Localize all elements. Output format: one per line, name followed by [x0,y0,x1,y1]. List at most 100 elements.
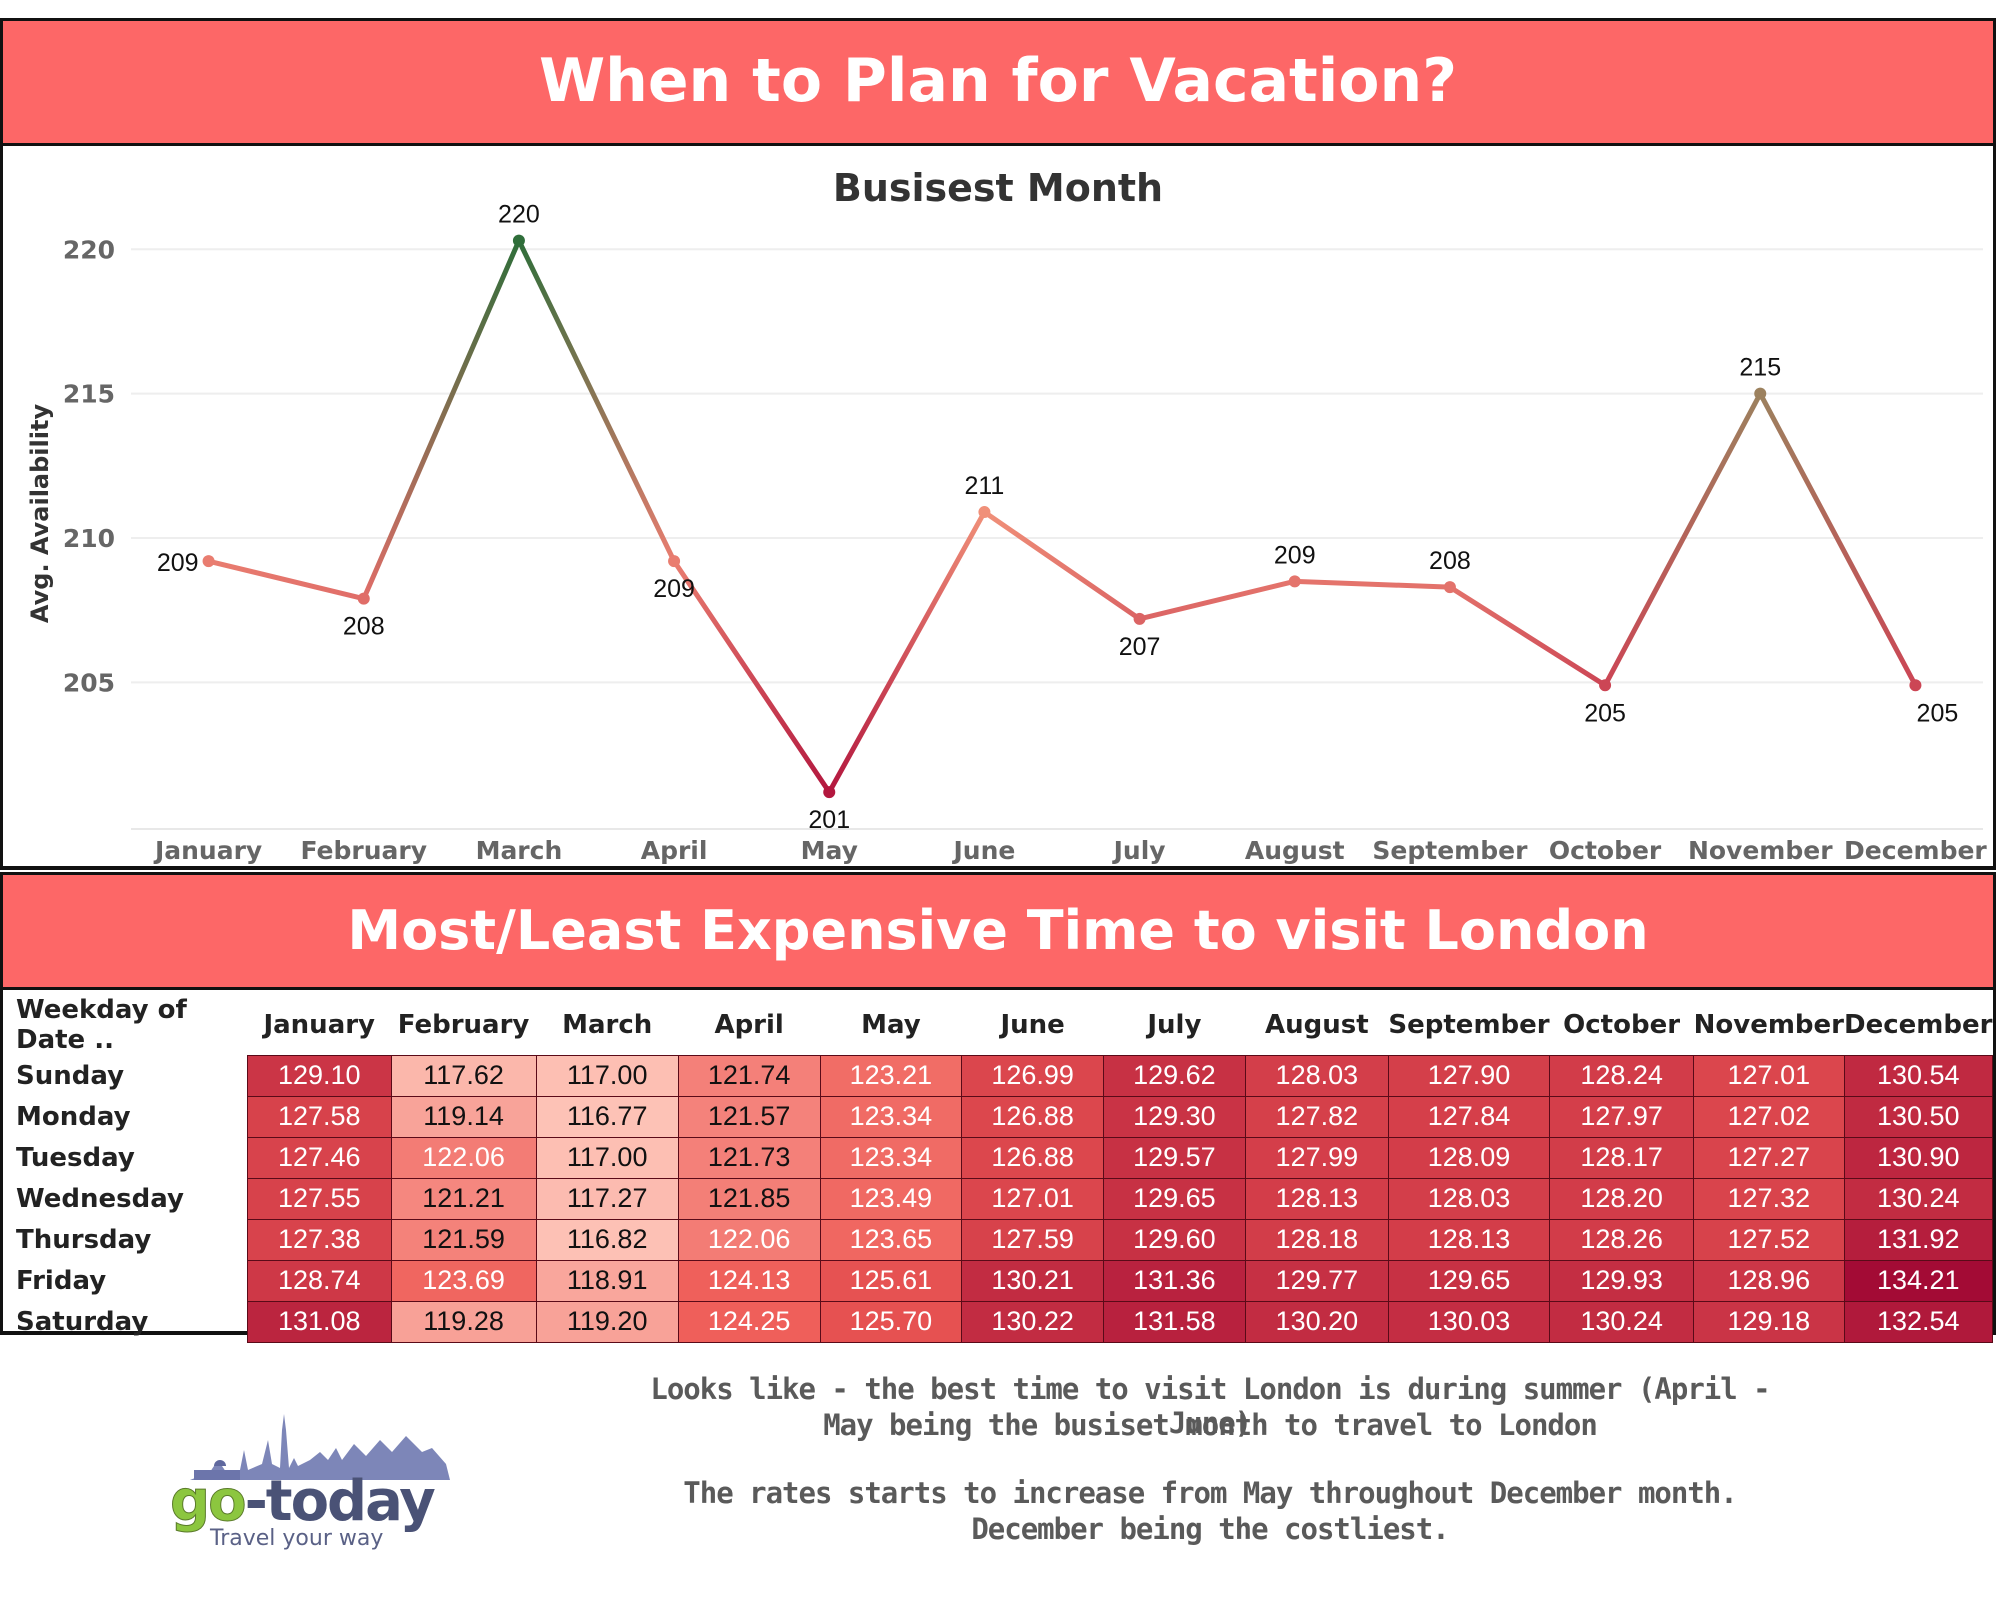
weekday-label: Saturday [16,1306,149,1337]
month-column-header: September [1388,1009,1550,1040]
data-label: 205 [1917,699,1959,727]
heatmap-cell: 126.88 [961,1136,1105,1179]
heatmap-cell: 128.18 [1244,1218,1389,1261]
heatmap-cell: 119.20 [535,1300,679,1343]
data-point [1909,679,1922,692]
heatmap-cell: 127.27 [1693,1136,1845,1179]
month-column-header: March [562,1009,653,1040]
heatmap-cell: 127.55 [246,1177,392,1220]
data-label: 211 [964,472,1004,500]
heatmap-cell: 124.13 [677,1259,821,1302]
line-segment [1602,391,1763,688]
footer: go-today Travel your way Looks like - th… [0,1340,2000,1600]
heatmap-cell: 121.74 [677,1054,821,1097]
heatmap-cell: 129.93 [1549,1259,1695,1302]
month-column-header: January [263,1009,376,1040]
line-segment [1447,584,1608,688]
x-tick-label: August [1245,836,1345,865]
x-tick-label: February [300,836,427,865]
heatmap-cell: 123.69 [390,1259,537,1302]
line-segment [1292,578,1453,590]
heatmap-cell: 117.00 [535,1136,679,1179]
heatmap-cell: 131.36 [1103,1259,1246,1302]
heatmap-cell: 117.62 [390,1054,537,1097]
heatmap-cell: 127.38 [246,1218,392,1261]
y-tick-label: 205 [63,668,115,697]
heatmap-cell: 127.82 [1244,1095,1389,1138]
heatmap-cell: 126.99 [961,1054,1105,1097]
month-column-header: October [1563,1009,1681,1040]
heatmap-cell: 128.74 [246,1259,392,1302]
heatmap-cell: 119.28 [390,1300,537,1343]
data-point [1288,575,1301,588]
heatmap-cell: 127.01 [961,1177,1105,1220]
line-segment [826,509,987,795]
go-today-logo: go-today Travel your way [170,1414,450,1550]
weekday-label: Wednesday [16,1183,184,1214]
heatmap-cell: 127.02 [1693,1095,1845,1138]
heatmap-cell: 125.61 [819,1259,963,1302]
line-segment [671,558,832,795]
heatmap-cell: 131.58 [1103,1300,1246,1343]
heatmap-cell: 129.65 [1387,1259,1551,1302]
heatmap-cell: 130.50 [1843,1095,1993,1138]
heatmap-cell: 131.92 [1843,1218,1993,1261]
data-label: 209 [1274,541,1316,569]
data-label: 201 [808,806,850,834]
note-line-4: December being the costliest. [971,1512,1449,1546]
heatmap-cell: 127.32 [1693,1177,1845,1220]
line-chart: Busisest Month 205 210 215 220 Avg. Availabil… [26,166,1987,865]
heatmap-cell: 121.59 [390,1218,537,1261]
heatmap-cell: 125.70 [819,1300,963,1343]
heatmap-row: Friday 128.74 123.69 118.91 124.13 125.61 130.… [10,1259,1993,1302]
month-column-header: November [1693,1009,1844,1040]
heatmap-cell: 127.52 [1693,1218,1845,1261]
heatmap-cell: 119.14 [390,1095,537,1138]
heatmap-row: Sunday 129.10 117.62 117.00 121.74 123.21 126.… [10,1054,1993,1097]
heatmap-cell: 130.54 [1843,1054,1993,1097]
x-tick-label: January [153,836,262,865]
heatmap-cell: 121.73 [677,1136,821,1179]
x-tick-label: July [1112,836,1166,865]
data-label: 215 [1739,354,1781,382]
heatmap-cell: 129.18 [1693,1300,1845,1343]
heatmap-cell: 129.62 [1103,1054,1246,1097]
heatmap-cell: 128.09 [1387,1136,1551,1179]
weekday-label: Friday [16,1265,107,1296]
data-point [1133,612,1146,625]
heatmap-header-row: Weekday of Date .. January February March Ap… [10,995,1993,1055]
row-header-label: Weekday of Date .. [16,995,187,1055]
heatmap-cell: 128.03 [1244,1054,1389,1097]
heatmap-cell: 130.03 [1387,1300,1551,1343]
x-tick-label: November [1688,836,1833,865]
busiest-month-chart-panel: Busisest Month 205 210 215 220 Avg. Availabil… [0,146,1996,870]
heatmap-cell: 121.21 [390,1177,537,1220]
heatmap-cell: 117.27 [535,1177,679,1220]
heatmap-cell: 129.77 [1244,1259,1389,1302]
heatmap-cell: 126.88 [961,1095,1105,1138]
heatmap-row: Monday 127.58 119.14 116.77 121.57 123.34 126.… [10,1095,1993,1138]
month-column-header: December [1844,1009,1993,1040]
heatmap-cell: 128.26 [1549,1218,1695,1261]
line-segment [206,558,367,602]
month-column-header: April [714,1009,784,1040]
heatmap-cell: 130.20 [1244,1300,1389,1343]
heatmap-cell: 130.24 [1549,1300,1695,1343]
x-tick-label: September [1372,836,1528,865]
y-tick-label: 215 [63,380,115,409]
month-column-header: August [1265,1009,1369,1040]
heatmap-cell: 123.49 [819,1177,963,1220]
month-column-header: June [1000,1009,1065,1040]
price-heatmap-panel: Weekday of Date .. January February March Ap… [0,990,1996,1343]
x-tick-label: October [1549,836,1662,865]
data-point [823,786,836,799]
heatmap-cell: 127.59 [961,1218,1105,1261]
heatmap-cell: 123.65 [819,1218,963,1261]
heatmap-cell: 127.99 [1244,1136,1389,1179]
note-line-3: The rates starts to increase from May th… [683,1476,1737,1510]
weekday-label: Monday [16,1101,131,1132]
month-column-header: July [1147,1009,1202,1040]
data-label: 209 [157,549,199,577]
y-tick-label: 220 [63,235,115,264]
price-heatmap-table: Weekday of Date .. January February March Ap… [10,995,1993,1343]
